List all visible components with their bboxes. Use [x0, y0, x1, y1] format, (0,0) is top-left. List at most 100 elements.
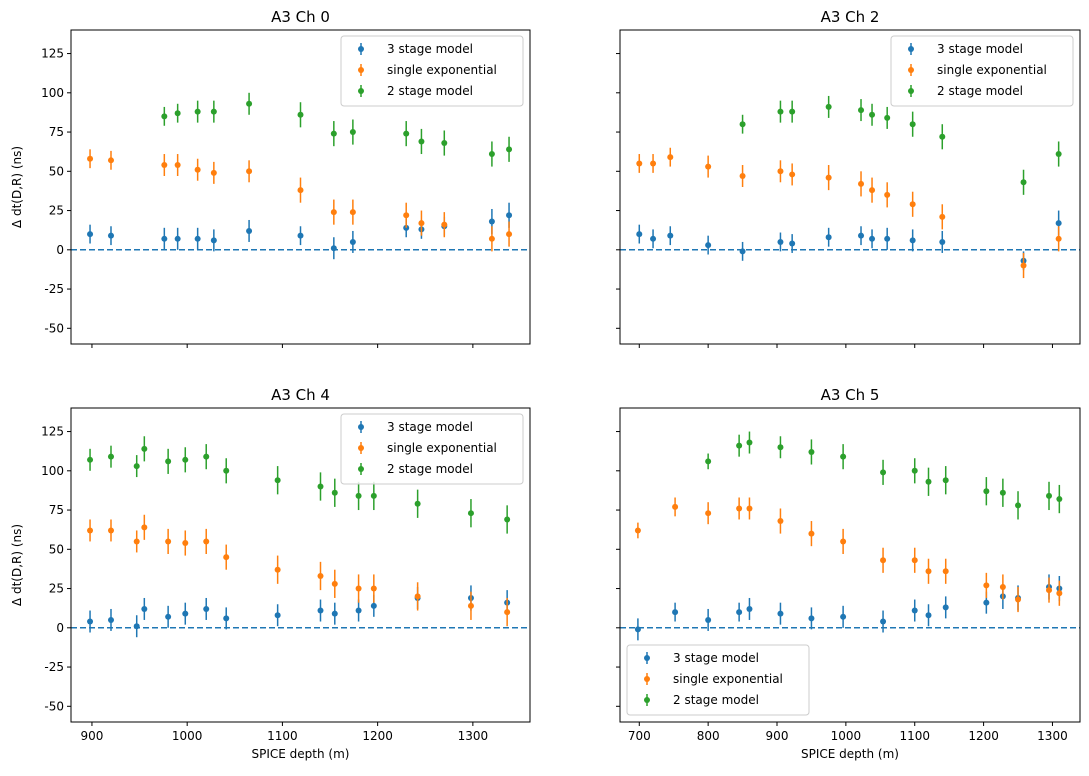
data-point: [789, 171, 796, 178]
data-point: [467, 510, 474, 517]
legend-entry-label: 3 stage model: [673, 651, 759, 665]
x-tick-label: 900: [766, 729, 789, 743]
data-point: [746, 439, 753, 446]
data-point: [909, 237, 916, 244]
data-point: [174, 235, 181, 242]
y-axis-label: Δ dt(D,R) (ns): [10, 524, 24, 606]
data-point: [1046, 587, 1053, 594]
data-point: [636, 160, 643, 167]
data-point: [274, 612, 281, 619]
data-point: [488, 235, 495, 242]
data-point: [370, 602, 377, 609]
data-point: [504, 609, 511, 616]
legend-marker: [358, 46, 364, 52]
data-point: [880, 469, 887, 476]
data-point: [1020, 262, 1027, 269]
x-axis-label: SPICE depth (m): [801, 747, 899, 761]
data-point: [441, 140, 448, 147]
data-point: [441, 221, 448, 228]
data-point: [246, 168, 253, 175]
data-point: [87, 618, 94, 625]
data-point: [87, 231, 94, 238]
data-point: [182, 540, 189, 547]
data-point: [174, 110, 181, 117]
subplot-1: A3 Ch 2 3 stage model single exponential 2 …: [616, 8, 1081, 348]
y-tick-label: 75: [49, 125, 64, 139]
data-point: [825, 103, 832, 110]
legend-box: [340, 413, 524, 485]
x-tick-label: 1100: [899, 729, 930, 743]
data-point: [133, 623, 140, 630]
data-point: [736, 505, 743, 512]
y-tick-label: -50: [44, 699, 64, 713]
plot-frame: [619, 29, 1081, 345]
data-point: [999, 583, 1006, 590]
data-point: [667, 232, 674, 239]
data-point: [736, 609, 743, 616]
data-point: [911, 557, 918, 564]
data-point: [210, 237, 217, 244]
data-point: [939, 133, 946, 140]
data-point: [355, 585, 362, 592]
data-point: [161, 162, 168, 169]
legend-marker: [644, 655, 650, 661]
data-point: [506, 231, 513, 238]
data-point: [330, 130, 337, 137]
y-axis-label: Δ dt(D,R) (ns): [10, 146, 24, 228]
legend: 3 stage model single exponential 2 stage m…: [340, 413, 524, 485]
data-point: [672, 503, 679, 510]
data-point: [488, 151, 495, 158]
data-point: [349, 209, 356, 216]
data-point: [107, 157, 114, 164]
data-point: [808, 615, 815, 622]
data-point: [808, 530, 815, 537]
data-point: [274, 566, 281, 573]
data-point: [925, 568, 932, 575]
legend-marker: [358, 466, 364, 472]
data-point: [1055, 220, 1062, 227]
data-point: [746, 505, 753, 512]
legend-marker: [908, 67, 914, 73]
data-point: [182, 456, 189, 463]
data-point: [1015, 502, 1022, 509]
data-point: [777, 168, 784, 175]
data-point: [672, 609, 679, 616]
data-point: [165, 613, 172, 620]
x-tick-label: 1200: [362, 729, 393, 743]
data-point: [107, 453, 114, 460]
data-point: [133, 538, 140, 545]
y-tick-label: -50: [44, 321, 64, 335]
data-point: [739, 173, 746, 180]
data-point: [330, 245, 337, 252]
data-point: [840, 613, 847, 620]
data-point: [909, 201, 916, 208]
data-point: [983, 488, 990, 495]
data-point: [983, 582, 990, 589]
data-point: [925, 612, 932, 619]
data-point: [331, 580, 338, 587]
legend-marker: [358, 424, 364, 430]
subplot-title: A3 Ch 4: [271, 386, 330, 404]
legend-entry-label: single exponential: [937, 63, 1047, 77]
legend-marker: [908, 88, 914, 94]
data-point: [467, 602, 474, 609]
y-tick-label: -25: [44, 660, 64, 674]
y-tick-label: 125: [41, 47, 64, 61]
data-point: [825, 174, 832, 181]
y-tick-label: 50: [49, 542, 64, 556]
data-point: [414, 593, 421, 600]
data-point: [911, 467, 918, 474]
legend-box: [890, 35, 1074, 107]
data-point: [705, 616, 712, 623]
data-point: [858, 232, 865, 239]
data-point: [911, 607, 918, 614]
plot-frame: [70, 407, 531, 723]
data-point: [349, 238, 356, 245]
x-tick-label: 1300: [1037, 729, 1068, 743]
data-point: [1046, 492, 1053, 499]
data-point: [403, 130, 410, 137]
data-point: [634, 527, 641, 534]
data-point: [1020, 179, 1027, 186]
data-point: [355, 607, 362, 614]
y-tick-label: 0: [56, 243, 64, 257]
